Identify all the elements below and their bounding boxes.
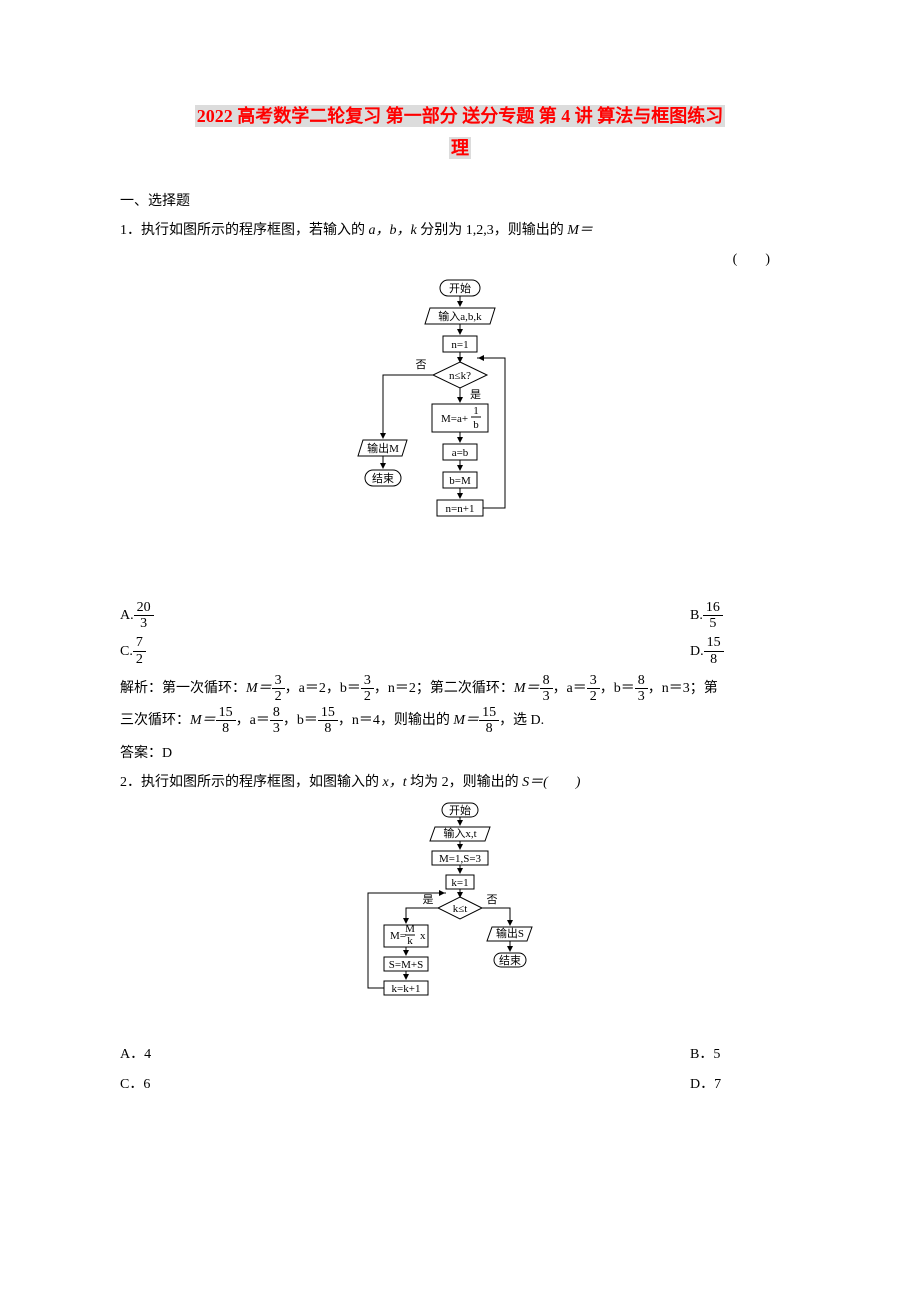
option-d: D. 158 (460, 633, 800, 669)
svg-text:n=1: n=1 (451, 339, 468, 351)
option-a: A. 203 (120, 598, 460, 634)
svg-text:b=M: b=M (449, 475, 471, 487)
svg-text:b: b (473, 419, 479, 431)
svg-text:k=k+1: k=k+1 (392, 983, 421, 995)
svg-text:是: 是 (423, 893, 434, 906)
svg-text:k≤t: k≤t (453, 903, 468, 915)
svg-text:k=1: k=1 (451, 877, 468, 889)
flowchart-2: 开始 输入x,t M=1,S=3 k=1 k≤t 是 否 M= M k x S=… (120, 801, 800, 1030)
svg-text:开始: 开始 (449, 281, 471, 295)
svg-text:M: M (405, 923, 415, 935)
title-line-2: 理 (449, 137, 471, 159)
svg-text:否: 否 (416, 359, 427, 371)
svg-text:结束: 结束 (372, 472, 394, 485)
question-1-options: A. 203 B. 165 C. 72 D. 158 (120, 598, 800, 670)
svg-text:S=M+S: S=M+S (389, 959, 423, 971)
svg-text:结束: 结束 (499, 954, 521, 967)
flowchart-1: 开始 输入a,b,k n=1 n≤k? 否 是 M=a+ 1 b a=b b=M… (120, 278, 800, 587)
svg-text:输出M: 输出M (367, 441, 399, 455)
svg-text:1: 1 (473, 405, 479, 417)
svg-text:M=: M= (390, 930, 406, 942)
svg-text:输入a,b,k: 输入a,b,k (438, 309, 482, 323)
question-2-stem: 2．执行如图所示的程序框图，如图输入的 x，t 均为 2，则输出的 S＝( ) (120, 770, 800, 795)
svg-text:是: 是 (470, 388, 481, 401)
svg-text:M=a+: M=a+ (441, 413, 468, 425)
svg-text:否: 否 (487, 894, 498, 906)
option-b: B. 165 (460, 598, 800, 634)
question-2-options: A．4 B．5 C．6 D．7 (120, 1040, 800, 1098)
svg-text:n≤k?: n≤k? (449, 370, 471, 382)
section-heading: 一、选择题 (120, 189, 800, 214)
svg-text:输出S: 输出S (496, 926, 524, 940)
svg-text:M=1,S=3: M=1,S=3 (439, 853, 482, 865)
svg-text:k: k (407, 935, 413, 947)
title-line-1: 2022 高考数学二轮复习 第一部分 送分专题 第 4 讲 算法与框图练习 (195, 105, 726, 127)
option-c: C．6 (120, 1070, 460, 1099)
question-1-explanation: 解析：第一次循环：M＝32，a＝2，b＝32，n＝2；第二次循环：M＝83，a＝… (120, 673, 800, 737)
svg-text:a=b: a=b (452, 447, 469, 459)
svg-text:n=n+1: n=n+1 (446, 503, 475, 515)
option-a: A．4 (120, 1040, 460, 1069)
question-1-blank: ( ) (120, 247, 800, 272)
option-b: B．5 (460, 1040, 800, 1069)
svg-text:输入x,t: 输入x,t (443, 826, 476, 840)
question-1-answer: 答案：D (120, 741, 800, 766)
option-d: D．7 (460, 1070, 800, 1099)
svg-text:x: x (420, 930, 426, 942)
option-c: C. 72 (120, 633, 460, 669)
svg-text:开始: 开始 (449, 803, 471, 817)
question-1-stem: 1．执行如图所示的程序框图，若输入的 a，b，k 分别为 1,2,3，则输出的 … (120, 218, 800, 243)
document-title: 2022 高考数学二轮复习 第一部分 送分专题 第 4 讲 算法与框图练习 理 (120, 100, 800, 165)
